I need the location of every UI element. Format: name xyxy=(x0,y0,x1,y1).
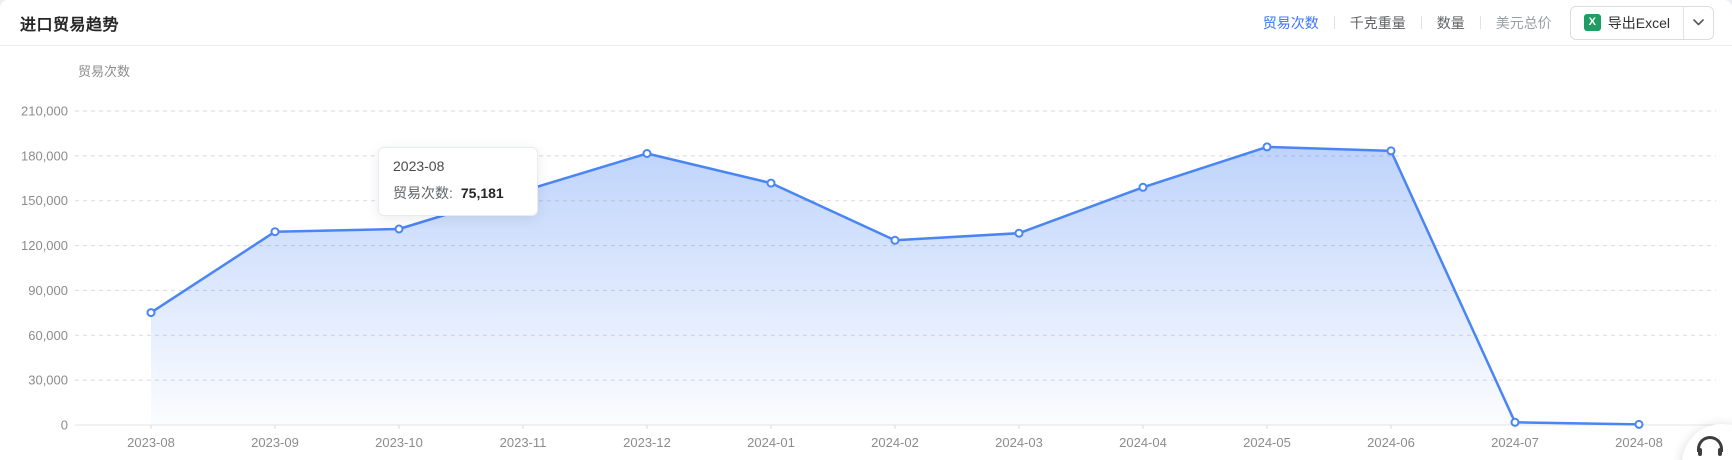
x-axis-label: 2023-08 xyxy=(127,435,175,450)
metric-tab-quantity[interactable]: 数量 xyxy=(1436,14,1465,31)
x-axis-label: 2024-03 xyxy=(995,435,1043,450)
trend-chart[interactable]: 贸易次数 0 30,000 60,000 90,000 120,000 150,000 180… xyxy=(0,46,1732,460)
export-excel-button[interactable]: X 导出Excel xyxy=(1570,6,1683,39)
export-dropdown-button[interactable] xyxy=(1683,6,1713,39)
data-point[interactable] xyxy=(1510,417,1520,427)
x-axis-label: 2024-05 xyxy=(1243,435,1291,450)
y-axis-label: 30,000 xyxy=(28,373,68,388)
chart-area: 贸易次数 0 30,000 60,000 90,000 120,000 150,000 180… xyxy=(0,46,1732,460)
separator xyxy=(1333,16,1335,29)
x-axis-label: 2024-02 xyxy=(871,435,919,450)
data-point[interactable] xyxy=(394,224,404,234)
data-point[interactable] xyxy=(1262,142,1272,152)
separator xyxy=(1479,16,1481,29)
data-point[interactable] xyxy=(890,235,900,245)
x-axis-label: 2024-08 xyxy=(1615,435,1663,450)
y-axis-label: 210,000 xyxy=(21,104,68,119)
page-title: 进口贸易趋势 xyxy=(20,16,120,34)
metric-tab-kg-weight[interactable]: 千克重量 xyxy=(1349,14,1406,31)
data-point[interactable] xyxy=(766,178,776,188)
headset-icon xyxy=(1697,436,1723,456)
x-axis-label: 2024-01 xyxy=(747,435,795,450)
data-point[interactable] xyxy=(642,149,652,158)
x-axis-label: 2024-04 xyxy=(1119,435,1167,450)
y-axis-label: 0 xyxy=(61,418,68,433)
excel-icon: X xyxy=(1583,14,1601,31)
metric-tabs: 贸易次数 千克重量 数量 美元总价 xyxy=(1263,13,1552,33)
data-point[interactable] xyxy=(146,308,156,318)
y-axis-label: 90,000 xyxy=(28,283,68,298)
separator xyxy=(1420,16,1422,29)
data-point[interactable] xyxy=(1386,146,1396,156)
metric-tab-trade-count[interactable]: 贸易次数 xyxy=(1262,14,1319,31)
data-point[interactable] xyxy=(1634,419,1644,429)
area-fill xyxy=(151,146,1639,425)
y-axis-label: 150,000 xyxy=(21,193,68,208)
y-axis-label: 60,000 xyxy=(28,328,68,343)
data-point[interactable] xyxy=(1138,182,1148,192)
x-axis-label: 2024-06 xyxy=(1367,435,1415,450)
x-axis-label: 2023-09 xyxy=(251,435,299,450)
x-axis-label: 2023-11 xyxy=(500,435,547,450)
chevron-down-icon xyxy=(1693,19,1704,26)
data-point[interactable] xyxy=(518,186,528,196)
y-axis-label: 120,000 xyxy=(21,238,68,253)
export-split-button: X 导出Excel xyxy=(1569,5,1714,40)
x-axis-label: 2024-07 xyxy=(1491,435,1539,450)
x-axis-label: 2023-12 xyxy=(623,435,671,450)
card-header: 进口贸易趋势 贸易次数 千克重量 数量 美元总价 X 导出Excel xyxy=(0,0,1732,46)
y-axis-label: 180,000 xyxy=(21,148,68,163)
x-axis-label: 2023-10 xyxy=(375,435,423,450)
y-axis-title: 贸易次数 xyxy=(78,64,130,79)
metric-tab-usd-total[interactable]: 美元总价 xyxy=(1495,14,1552,31)
data-point[interactable] xyxy=(270,227,280,237)
export-excel-label: 导出Excel xyxy=(1607,14,1670,31)
data-point[interactable] xyxy=(1014,228,1024,238)
